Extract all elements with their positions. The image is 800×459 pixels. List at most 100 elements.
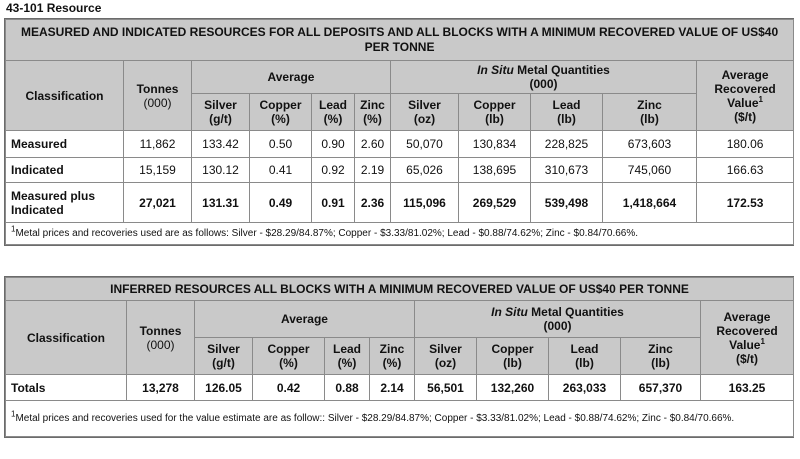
header-metal-silver: Silver (oz) bbox=[390, 93, 459, 131]
cell-copper-lb: 132,260 bbox=[476, 374, 549, 401]
cell-copper-lb: 138,695 bbox=[458, 157, 531, 183]
cell-arv: 180.06 bbox=[695, 130, 795, 158]
cell-copper-lb: 130,834 bbox=[458, 130, 531, 158]
header-average: Average bbox=[194, 300, 415, 338]
cell-avg-copper: 0.41 bbox=[249, 157, 312, 183]
header-insitu-unit: (000) bbox=[529, 77, 558, 91]
cell-avg-zinc: 2.60 bbox=[354, 130, 391, 158]
header-avg-copper: Copper (%) bbox=[252, 337, 325, 375]
cell-silver-oz: 56,501 bbox=[414, 374, 477, 401]
header-metal-lead-unit: (lb) bbox=[557, 112, 576, 126]
header-arv-sup: 1 bbox=[758, 94, 763, 104]
footnote: 1Metal prices and recoveries used for th… bbox=[4, 400, 795, 437]
table-row: Measured plus Indicated 27,021 131.31 0.… bbox=[5, 182, 795, 223]
cell-lead-lb: 539,498 bbox=[530, 182, 603, 223]
footnote-sup: 1 bbox=[11, 224, 16, 234]
cell-avg-lead: 0.92 bbox=[311, 157, 355, 183]
header-arv: Average Recovered Value1 ($/t) bbox=[695, 60, 795, 131]
cell-arv: 172.53 bbox=[695, 182, 795, 223]
header-metal-copper-unit: (lb) bbox=[485, 112, 504, 126]
header-tonnes-unit: (000) bbox=[143, 95, 172, 110]
header-avg-silver-unit: (g/t) bbox=[212, 356, 235, 370]
cell-tonnes: 15,159 bbox=[123, 157, 192, 183]
cell-lead-lb: 263,033 bbox=[548, 374, 621, 401]
footnote: 1Metal prices and recoveries used are as… bbox=[4, 222, 795, 245]
header-avg-zinc-unit: (%) bbox=[363, 112, 382, 126]
header-arv-unit: ($/t) bbox=[736, 351, 759, 366]
cell-zinc-lb: 1,418,664 bbox=[602, 182, 697, 223]
header-metal-copper: Copper (lb) bbox=[458, 93, 531, 131]
header-avg-copper-name: Copper bbox=[267, 342, 310, 356]
cell-copper-lb: 269,529 bbox=[458, 182, 531, 223]
cell-avg-copper: 0.42 bbox=[252, 374, 325, 401]
header-avg-copper-unit: (%) bbox=[271, 112, 290, 126]
header-avg-copper-name: Copper bbox=[259, 98, 302, 112]
header-insitu: In Situ Metal Quantities (000) bbox=[390, 60, 697, 94]
table-row: Measured 11,862 133.42 0.50 0.90 2.60 50… bbox=[5, 130, 795, 158]
header-tonnes: Tonnes (000) bbox=[126, 300, 195, 375]
footnote-text: Metal prices and recoveries used are as … bbox=[15, 228, 639, 239]
header-metal-silver-name: Silver bbox=[408, 98, 441, 112]
header-metal-silver-unit: (oz) bbox=[413, 112, 436, 126]
header-insitu-rest: Metal Quantities bbox=[527, 305, 624, 319]
cell-avg-lead: 0.88 bbox=[324, 374, 370, 401]
header-avg-zinc: Zinc (%) bbox=[369, 337, 415, 375]
inferred-table-block: INFERRED RESOURCES ALL BLOCKS WITH A MIN… bbox=[4, 276, 795, 438]
header-tonnes-label: Tonnes bbox=[136, 81, 179, 96]
header-avg-lead-unit: (%) bbox=[323, 112, 343, 126]
cell-lead-lb: 228,825 bbox=[530, 130, 603, 158]
header-insitu-em: In Situ bbox=[477, 63, 514, 77]
cell-classification: Measured plus Indicated bbox=[5, 182, 124, 223]
cell-avg-silver: 131.31 bbox=[191, 182, 250, 223]
cell-avg-zinc: 2.19 bbox=[354, 157, 391, 183]
header-avg-lead: Lead (%) bbox=[324, 337, 370, 375]
header-arv-unit: ($/t) bbox=[734, 109, 757, 124]
cell-avg-lead: 0.91 bbox=[311, 182, 355, 223]
inferred-table: INFERRED RESOURCES ALL BLOCKS WITH A MIN… bbox=[4, 277, 795, 437]
header-avg-zinc-name: Zinc bbox=[360, 98, 385, 112]
header-avg-zinc-name: Zinc bbox=[379, 342, 405, 356]
header-metal-zinc-unit: (lb) bbox=[640, 112, 659, 126]
header-metal-zinc-name: Zinc bbox=[648, 342, 673, 356]
header-arv-sup: 1 bbox=[760, 336, 765, 346]
cell-classification: Totals bbox=[5, 374, 127, 401]
cell-tonnes: 11,862 bbox=[123, 130, 192, 158]
header-metal-zinc: Zinc (lb) bbox=[620, 337, 701, 375]
header-classification: Classification bbox=[5, 300, 127, 375]
header-metal-copper: Copper (lb) bbox=[476, 337, 549, 375]
cell-avg-zinc: 2.36 bbox=[354, 182, 391, 223]
header-metal-copper-name: Copper bbox=[491, 342, 534, 356]
header-insitu: In Situ Metal Quantities (000) bbox=[414, 300, 701, 338]
header-metal-lead: Lead (lb) bbox=[548, 337, 621, 375]
header-metal-copper-unit: (lb) bbox=[503, 356, 522, 370]
header-avg-copper: Copper (%) bbox=[249, 93, 312, 131]
measured-indicated-table-block: MEASURED AND INDICATED RESOURCES FOR ALL… bbox=[4, 18, 795, 246]
cell-arv: 166.63 bbox=[695, 157, 795, 183]
header-avg-silver-unit: (g/t) bbox=[209, 112, 232, 126]
header-avg-lead-name: Lead bbox=[332, 342, 361, 356]
cell-arv: 163.25 bbox=[699, 374, 795, 401]
header-metal-copper-name: Copper bbox=[473, 98, 516, 112]
header-insitu-unit: (000) bbox=[543, 319, 572, 333]
cell-lead-lb: 310,673 bbox=[530, 157, 603, 183]
cell-avg-lead: 0.90 bbox=[311, 130, 355, 158]
header-avg-silver-name: Silver bbox=[207, 342, 240, 356]
header-classification: Classification bbox=[5, 60, 124, 131]
header-avg-zinc-unit: (%) bbox=[382, 356, 402, 370]
header-metal-lead-name: Lead bbox=[570, 342, 599, 356]
header-avg-lead-name: Lead bbox=[318, 98, 347, 112]
cell-avg-zinc: 2.14 bbox=[369, 374, 415, 401]
cell-zinc-lb: 657,370 bbox=[620, 374, 701, 401]
cell-classification: Measured bbox=[5, 130, 124, 158]
table-row: Indicated 15,159 130.12 0.41 0.92 2.19 6… bbox=[5, 157, 795, 183]
header-avg-silver-name: Silver bbox=[204, 98, 237, 112]
cell-avg-silver: 130.12 bbox=[191, 157, 250, 183]
footnote-text: Metal prices and recoveries used for the… bbox=[15, 413, 735, 424]
header-metal-zinc: Zinc (lb) bbox=[602, 93, 697, 131]
cell-silver-oz: 115,096 bbox=[390, 182, 459, 223]
header-tonnes: Tonnes (000) bbox=[123, 60, 192, 131]
cell-avg-silver: 133.42 bbox=[191, 130, 250, 158]
header-arv-label: Average Recovered Value bbox=[716, 309, 778, 352]
table-title: MEASURED AND INDICATED RESOURCES FOR ALL… bbox=[4, 19, 795, 61]
header-avg-silver: Silver (g/t) bbox=[194, 337, 253, 375]
